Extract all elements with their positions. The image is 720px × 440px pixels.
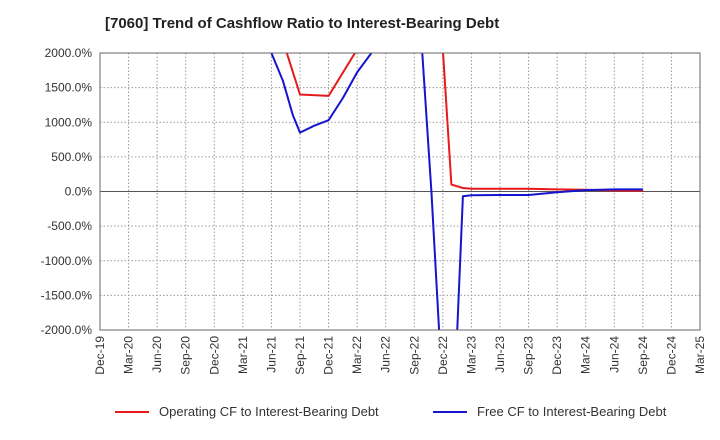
x-tick-label: Jun-23 bbox=[493, 336, 507, 373]
x-tick-label: Sep-22 bbox=[407, 336, 421, 375]
x-tick-label: Dec-24 bbox=[664, 336, 678, 375]
legend-item-operating-cf: Operating CF to Interest-Bearing Debt bbox=[115, 404, 379, 419]
x-tick-label: Mar-24 bbox=[579, 336, 593, 374]
x-tick-label: Jun-24 bbox=[607, 336, 621, 373]
x-tick-label: Dec-22 bbox=[436, 336, 450, 375]
x-tick-label: Sep-20 bbox=[179, 336, 193, 375]
x-tick-label: Dec-20 bbox=[207, 336, 221, 375]
y-tick-label: -2000.0% bbox=[41, 323, 93, 337]
y-tick-label: 500.0% bbox=[51, 150, 92, 164]
series-line-operating-cf bbox=[285, 53, 643, 192]
x-tick-label: Mar-20 bbox=[122, 336, 136, 374]
x-tick-label: Dec-21 bbox=[322, 336, 336, 375]
legend: Operating CF to Interest-Bearing Debt Fr… bbox=[0, 404, 720, 426]
x-tick-label: Jun-20 bbox=[150, 336, 164, 373]
y-tick-label: 2000.0% bbox=[45, 46, 93, 60]
x-tick-label: Jun-22 bbox=[379, 336, 393, 373]
legend-item-free-cf: Free CF to Interest-Bearing Debt bbox=[433, 404, 666, 419]
x-tick-label: Sep-24 bbox=[636, 336, 650, 375]
x-tick-label: Sep-21 bbox=[293, 336, 307, 375]
legend-swatch-free-cf bbox=[433, 410, 467, 413]
x-tick-label: Mar-22 bbox=[350, 336, 364, 374]
x-tick-label: Mar-21 bbox=[236, 336, 250, 374]
y-tick-label: 0.0% bbox=[65, 185, 93, 199]
legend-swatch-operating-cf bbox=[115, 410, 149, 413]
y-tick-label: 1500.0% bbox=[45, 81, 93, 95]
x-tick-label: Sep-23 bbox=[522, 336, 536, 375]
legend-label-free-cf: Free CF to Interest-Bearing Debt bbox=[477, 404, 667, 419]
x-tick-label: Mar-23 bbox=[464, 336, 478, 374]
y-tick-label: -1000.0% bbox=[41, 254, 93, 268]
y-tick-label: -1500.0% bbox=[41, 288, 93, 302]
legend-label-operating-cf: Operating CF to Interest-Bearing Debt bbox=[159, 404, 379, 419]
x-tick-label: Dec-23 bbox=[550, 336, 564, 375]
y-tick-label: 1000.0% bbox=[45, 115, 93, 129]
y-tick-label: -500.0% bbox=[47, 219, 92, 233]
plot-area-border bbox=[99, 52, 701, 331]
series-line-free-cf bbox=[270, 53, 643, 330]
x-tick-label: Jun-21 bbox=[264, 336, 278, 373]
chart-title: [7060] Trend of Cashflow Ratio to Intere… bbox=[105, 15, 500, 32]
x-tick-label: Dec-19 bbox=[93, 336, 107, 375]
x-tick-label: Mar-25 bbox=[693, 336, 707, 374]
